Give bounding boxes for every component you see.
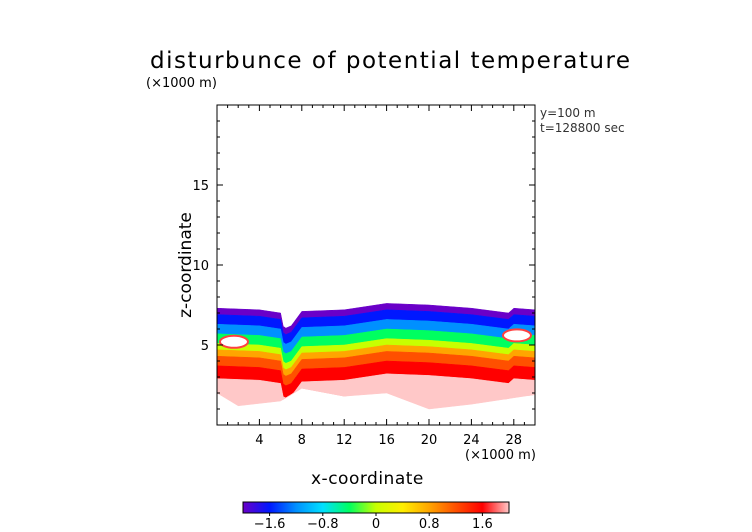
- x-tick-label: 20: [421, 433, 438, 448]
- colorbar-tick-label: 0: [372, 517, 380, 532]
- x-tick-label: 28: [506, 433, 523, 448]
- colorbar-tick-label: −0.8: [307, 517, 339, 532]
- annotation-y-position: y=100 m: [540, 106, 596, 120]
- x-axis-label: x-coordinate: [311, 469, 424, 489]
- x-tick-label: 12: [336, 433, 353, 448]
- y-tick-label: 5: [201, 339, 209, 354]
- contour-field: [217, 303, 535, 410]
- colorbar-tick-label: 1.6: [472, 517, 493, 532]
- y-tick-label: 15: [192, 179, 209, 194]
- x-tick-label: 24: [463, 433, 480, 448]
- hot-spot: [218, 334, 249, 349]
- colorbar-tick-label: 0.8: [419, 517, 440, 532]
- x-tick-label: 8: [298, 433, 306, 448]
- x-axis-unit: (×1000 m): [465, 448, 536, 463]
- annotation-time: t=128800 sec: [540, 121, 625, 135]
- y-axis-unit: (×1000 m): [146, 76, 217, 91]
- contour-band: [217, 387, 535, 410]
- chart-title: disturbunce of potential temperature: [150, 48, 632, 74]
- x-tick-label: 16: [378, 433, 395, 448]
- colorbar-gradient: [242, 501, 510, 514]
- y-tick-label: 10: [192, 259, 209, 274]
- hot-spot: [501, 328, 532, 343]
- y-axis-ticks: 5 10 15: [192, 120, 535, 410]
- colorbar: −1.6 −0.8 0 0.8 1.6: [242, 501, 510, 532]
- x-tick-label: 4: [255, 433, 263, 448]
- colorbar-tick-label: −1.6: [254, 517, 286, 532]
- x-axis-ticks: 4 8 12 16 20 24 28: [227, 105, 525, 448]
